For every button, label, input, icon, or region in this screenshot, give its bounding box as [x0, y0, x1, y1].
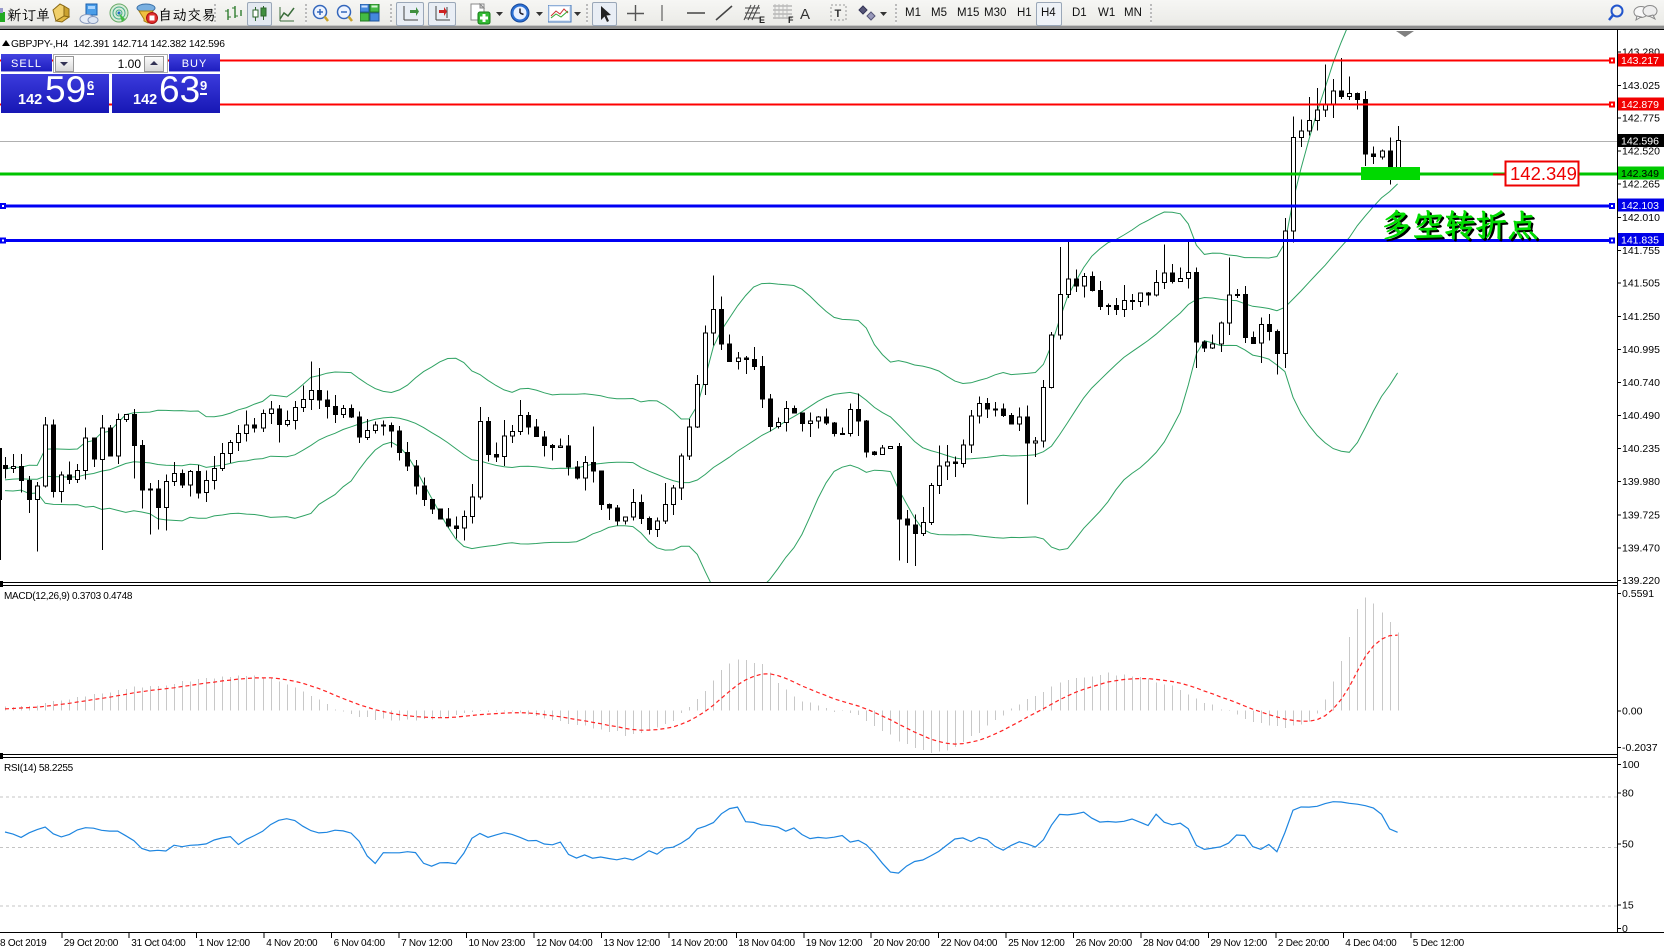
svg-text:RSI(14) 58.2255: RSI(14) 58.2255	[4, 763, 74, 774]
svg-text:2 Dec 20:00: 2 Dec 20:00	[1278, 938, 1330, 949]
svg-text:142.520: 142.520	[1622, 146, 1660, 158]
svg-text:0.00: 0.00	[1622, 706, 1643, 718]
svg-text:141.835: 141.835	[1621, 235, 1659, 247]
svg-text:13 Nov 12:00: 13 Nov 12:00	[603, 938, 660, 949]
svg-text:140.995: 140.995	[1622, 344, 1660, 356]
svg-text:7 Nov 12:00: 7 Nov 12:00	[401, 938, 453, 949]
svg-text:8 Oct 2019: 8 Oct 2019	[0, 938, 47, 949]
svg-text:22 Nov 04:00: 22 Nov 04:00	[941, 938, 998, 949]
svg-text:14 Nov 20:00: 14 Nov 20:00	[671, 938, 728, 949]
svg-text:4 Dec 04:00: 4 Dec 04:00	[1345, 938, 1397, 949]
svg-text:142.879: 142.879	[1621, 99, 1659, 111]
svg-text:142.103: 142.103	[1621, 200, 1659, 212]
svg-text:142.349: 142.349	[1510, 163, 1577, 184]
svg-text:50: 50	[1622, 839, 1634, 851]
svg-text:1 Nov 12:00: 1 Nov 12:00	[199, 938, 251, 949]
svg-text:140.235: 140.235	[1622, 443, 1660, 455]
svg-text:140.490: 140.490	[1622, 410, 1660, 422]
svg-text:18 Nov 04:00: 18 Nov 04:00	[738, 938, 795, 949]
svg-text:25 Nov 12:00: 25 Nov 12:00	[1008, 938, 1065, 949]
svg-text:142.596: 142.596	[1621, 136, 1659, 148]
svg-text:-0.2037: -0.2037	[1622, 742, 1658, 754]
svg-text:20 Nov 20:00: 20 Nov 20:00	[873, 938, 930, 949]
svg-text:100: 100	[1622, 759, 1640, 771]
svg-text:139.980: 139.980	[1622, 476, 1660, 488]
svg-text:141.755: 141.755	[1622, 245, 1660, 257]
svg-text:142.265: 142.265	[1622, 179, 1660, 191]
svg-text:10 Nov 23:00: 10 Nov 23:00	[469, 938, 526, 949]
svg-text:29 Nov 12:00: 29 Nov 12:00	[1211, 938, 1268, 949]
svg-text:139.470: 139.470	[1622, 543, 1660, 555]
svg-text:141.250: 141.250	[1622, 311, 1660, 323]
svg-text:MACD(12,26,9) 0.3703 0.4748: MACD(12,26,9) 0.3703 0.4748	[4, 591, 133, 602]
svg-text:80: 80	[1622, 788, 1634, 800]
svg-text:139.725: 139.725	[1622, 509, 1660, 521]
svg-text:0: 0	[1622, 923, 1628, 935]
svg-text:6 Nov 04:00: 6 Nov 04:00	[334, 938, 386, 949]
svg-text:142.010: 142.010	[1622, 212, 1660, 224]
svg-text:4 Nov 20:00: 4 Nov 20:00	[266, 938, 318, 949]
svg-text:143.025: 143.025	[1622, 80, 1660, 92]
svg-text:140.740: 140.740	[1622, 377, 1660, 389]
svg-text:15: 15	[1622, 899, 1634, 911]
svg-text:GBPJPY-,H4 142.391 142.714 14: GBPJPY-,H4 142.391 142.714 142.382 142.5…	[11, 39, 225, 50]
svg-text:5 Dec 12:00: 5 Dec 12:00	[1413, 938, 1465, 949]
svg-text:E: E	[759, 15, 765, 25]
svg-text:29 Oct 20:00: 29 Oct 20:00	[64, 938, 119, 949]
svg-text:0.5591: 0.5591	[1622, 588, 1654, 600]
svg-text:26 Nov 20:00: 26 Nov 20:00	[1076, 938, 1133, 949]
svg-text:143.217: 143.217	[1621, 55, 1659, 67]
svg-text:31 Oct 04:00: 31 Oct 04:00	[131, 938, 186, 949]
svg-text:142.349: 142.349	[1621, 168, 1659, 180]
svg-text:141.505: 141.505	[1622, 278, 1660, 290]
svg-text:T: T	[835, 8, 842, 20]
svg-text:139.220: 139.220	[1622, 575, 1660, 587]
svg-text:F: F	[788, 15, 794, 25]
svg-text:19 Nov 12:00: 19 Nov 12:00	[806, 938, 863, 949]
svg-text:142.775: 142.775	[1622, 112, 1660, 124]
svg-text:12 Nov 04:00: 12 Nov 04:00	[536, 938, 593, 949]
svg-text:28 Nov 04:00: 28 Nov 04:00	[1143, 938, 1200, 949]
